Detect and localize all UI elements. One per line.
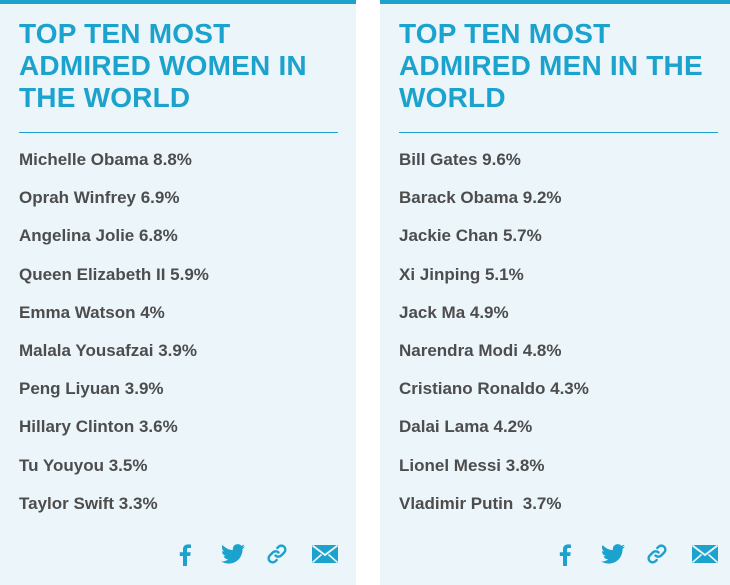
men-list-item: Xi Jinping 5.1% <box>399 264 524 284</box>
men-list: Bill Gates 9.6% Barack Obama 9.2% Jackie… <box>399 148 589 530</box>
email-icon[interactable] <box>311 544 339 564</box>
women-list-item: Hillary Clinton 3.6% <box>19 417 178 437</box>
men-list-item: Jackie Chan 5.7% <box>399 226 542 246</box>
link-icon[interactable] <box>267 544 287 564</box>
women-list-item: Oprah Winfrey 6.9% <box>19 188 180 208</box>
link-icon[interactable] <box>647 544 667 564</box>
women-card: TOP TEN MOST ADMIRED WOMEN IN THE WORLD … <box>0 0 356 585</box>
men-divider <box>399 132 718 133</box>
men-list-item: Lionel Messi 3.8% <box>399 455 545 475</box>
men-list-item: Narendra Modi 4.8% <box>399 340 562 360</box>
men-card: TOP TEN MOST ADMIRED MEN IN THE WORLD Bi… <box>380 0 730 585</box>
men-share-bar <box>380 544 730 574</box>
twitter-icon[interactable] <box>601 544 625 564</box>
men-list-item: Bill Gates 9.6% <box>399 150 521 169</box>
women-card-title: TOP TEN MOST ADMIRED WOMEN IN THE WORLD <box>19 18 307 113</box>
facebook-icon[interactable] <box>179 544 191 566</box>
women-list-item: Queen Elizabeth II 5.9% <box>19 264 209 284</box>
women-list-item: Angelina Jolie 6.8% <box>19 226 178 246</box>
women-list-item: Emma Watson 4% <box>19 302 165 322</box>
men-list-item: Jack Ma 4.9% <box>399 302 509 322</box>
women-list-item: Tu Youyou 3.5% <box>19 455 148 475</box>
women-divider <box>19 132 338 133</box>
women-list-item: Taylor Swift 3.3% <box>19 493 158 513</box>
men-list-item: Cristiano Ronaldo 4.3% <box>399 379 589 399</box>
women-list-item: Malala Yousafzai 3.9% <box>19 340 197 360</box>
women-list-item: Peng Liyuan 3.9% <box>19 379 164 399</box>
men-list-item: Barack Obama 9.2% <box>399 188 562 208</box>
men-card-title: TOP TEN MOST ADMIRED MEN IN THE WORLD <box>399 18 703 113</box>
facebook-icon[interactable] <box>559 544 571 566</box>
men-list-item: Vladimir Putin 3.7% <box>399 493 562 513</box>
email-icon[interactable] <box>691 544 719 564</box>
twitter-icon[interactable] <box>221 544 245 564</box>
women-list: Michelle Obama 8.8% Oprah Winfrey 6.9% A… <box>19 148 209 530</box>
men-list-item: Dalai Lama 4.2% <box>399 417 533 437</box>
women-share-bar <box>0 544 356 574</box>
women-list-item: Michelle Obama 8.8% <box>19 150 192 169</box>
